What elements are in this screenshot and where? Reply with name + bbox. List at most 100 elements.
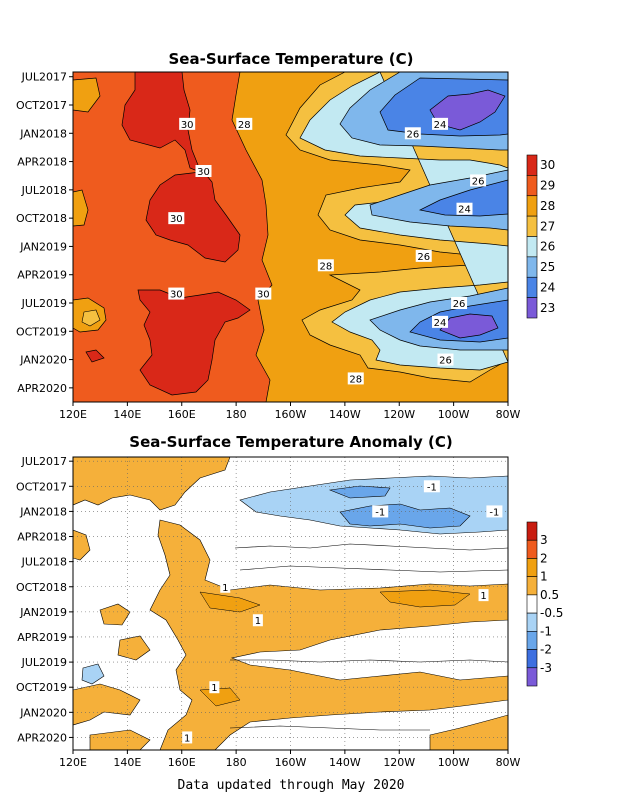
bottom-plot-frame (72, 456, 509, 751)
anom-band-1 (199, 589, 471, 707)
top-x-tick-label: 180 (226, 408, 247, 421)
top-contour-label: 30 (257, 290, 270, 301)
top-contour-label-bg (456, 202, 473, 215)
top-contour-label-bg (179, 117, 196, 130)
bottom-colorbar-label: -1 (540, 624, 552, 638)
top-contour-label-bg (168, 287, 185, 300)
top-colorbar-swatch (526, 297, 538, 319)
top-contour-label: 26 (417, 252, 430, 263)
top-contour-label-bg (404, 127, 421, 140)
bottom-contour-label: 1 (222, 583, 228, 594)
top-contour-label: 26 (406, 129, 419, 140)
bottom-gridlines (73, 457, 508, 750)
bottom-colorbar-swatch (526, 612, 538, 632)
bottom-x-tick-label: 160E (168, 756, 196, 769)
bottom-contour-label-bg (209, 681, 220, 694)
sst-spot-west-inner (81, 309, 101, 327)
anom-positive-north (73, 457, 231, 511)
bottom-y-tick-labels: JUL2017 OCT2017 JAN2018 APR2018 JUL2018 OCT20… (16, 455, 73, 744)
top-contour-label: 30 (170, 214, 183, 225)
bottom-contour-label: -1 (427, 482, 437, 493)
bottom-x-tick-label: 180 (226, 756, 247, 769)
top-colorbar-label: 30 (540, 158, 555, 172)
anom-positive-west (73, 529, 151, 750)
top-x-tick-label: 160E (168, 408, 196, 421)
anom-band-neg1 (328, 485, 471, 529)
top-contour-label: 24 (434, 318, 447, 329)
bottom-colorbar-label: 2 (540, 551, 548, 565)
top-x-tick-label: 160W (275, 408, 307, 421)
top-contour-label-bg (195, 165, 212, 177)
bottom-colorbar-swatch (526, 558, 538, 577)
top-y-tick-label: APR2018 (17, 156, 67, 169)
bottom-y-tick-label: JUL2018 (21, 556, 67, 569)
bottom-colorbar: 3 2 1 0.5 -0.5 -1 -2 -3 (526, 521, 563, 687)
bottom-y-tick-label: APR2018 (17, 531, 67, 544)
top-colorbar-swatch (526, 195, 538, 217)
bottom-x-tick-label: 140E (113, 756, 141, 769)
sst-band-23 (429, 89, 506, 339)
top-x-tick-label: 120E (59, 408, 87, 421)
top-chart-title: Sea-Surface Temperature (C) (169, 50, 414, 68)
top-y-tick-label: JAN2020 (19, 354, 67, 367)
bottom-colorbar-swatch (526, 521, 538, 541)
top-colorbar-swatch (526, 236, 538, 258)
bottom-y-tick-label: JUL2019 (21, 656, 67, 669)
bottom-colorbar-label: -3 (540, 661, 552, 675)
top-contour-label-bg (317, 259, 334, 272)
top-colorbar-label: 26 (540, 240, 555, 254)
top-contour-label: 30 (181, 120, 194, 131)
top-contour-label-bg (432, 315, 449, 328)
bottom-contour-labels: -1 -1 -1 1 1 1 1 1 (182, 480, 503, 744)
anom-negative-small (81, 663, 105, 685)
top-contour-label: 30 (197, 167, 210, 178)
top-contour-label: 24 (434, 120, 447, 131)
top-colorbar-swatch (526, 256, 538, 278)
top-x-tick-label: 100W (438, 408, 470, 421)
bottom-y-tick-label: OCT2019 (16, 681, 67, 694)
top-contour-label-bg (255, 287, 272, 300)
bottom-x-tick-labels: 120E 140E 160E 180 160W 140W 120W 100W 80W (59, 750, 521, 769)
top-colorbar-label: 23 (540, 301, 555, 315)
bottom-contour-label-bg (423, 480, 440, 493)
top-contour-label-bg (415, 249, 432, 262)
bottom-colorbar-swatch (526, 649, 538, 669)
bottom-colorbar-label: 3 (540, 533, 548, 547)
bottom-anomaly-field (73, 457, 508, 750)
bottom-colorbar-label: -0.5 (540, 606, 563, 620)
top-y-tick-label: JUL2017 (21, 71, 67, 84)
top-x-tick-label: 80W (496, 408, 521, 421)
top-contour-label: 28 (238, 120, 251, 131)
bottom-colorbar-swatch (526, 631, 538, 650)
top-y-tick-label: OCT2019 (16, 325, 67, 338)
bottom-colorbar-label: 0.5 (540, 588, 559, 602)
top-contour-label: 28 (319, 261, 332, 272)
bottom-y-tick-label: JUL2017 (21, 455, 67, 468)
top-colorbar-label: 27 (540, 219, 555, 233)
bottom-contour-label: -1 (375, 507, 385, 518)
bottom-contour-label-bg (182, 731, 193, 744)
bottom-x-tick-label: 120W (383, 756, 415, 769)
bottom-x-tick-label: 160W (275, 756, 307, 769)
top-contour-label-bg (451, 297, 468, 309)
top-contour-label-bg (347, 372, 364, 385)
bottom-contour-label: 1 (184, 733, 190, 744)
bottom-y-tick-label: APR2020 (17, 731, 67, 744)
top-y-tick-label: JUL2019 (21, 297, 67, 310)
top-colorbar-swatch (526, 154, 538, 176)
top-y-tick-labels: JUL2017 OCT2017 JAN2018 APR2018 JUL2018 OCT20… (16, 71, 73, 395)
bottom-contour-label-bg (372, 505, 389, 518)
bottom-x-tick-label: 80W (496, 756, 521, 769)
top-y-tick-label: JAN2018 (19, 127, 67, 140)
top-plot-frame (72, 71, 509, 403)
top-colorbar-swatch (526, 175, 538, 197)
top-x-tick-label: 140E (113, 408, 141, 421)
bottom-x-tick-label: 120E (59, 756, 87, 769)
top-contour-label: 26 (439, 356, 452, 367)
bottom-contour-label: 1 (211, 683, 217, 694)
top-contour-label-bg (437, 353, 454, 366)
bottom-y-tick-label: OCT2018 (16, 581, 67, 594)
bottom-contour-label: 1 (255, 616, 261, 627)
bottom-y-tick-label: APR2019 (17, 631, 67, 644)
